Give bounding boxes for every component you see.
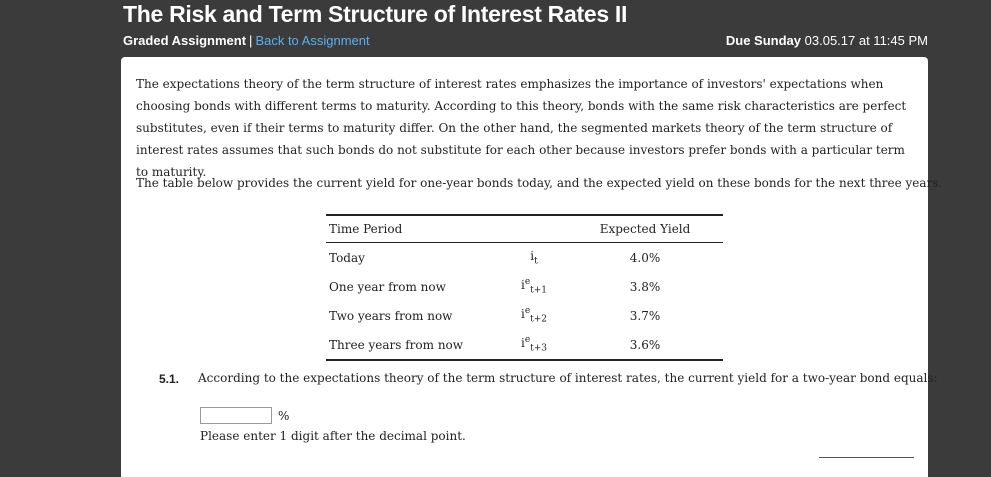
table-row: One year from now iet+1 3.8% (326, 272, 723, 301)
table-intro: The table below provides the current yie… (136, 176, 943, 190)
symbol-cell: iet+2 (520, 306, 548, 325)
yield-cell: 3.8% (629, 279, 661, 294)
back-to-assignment-link[interactable]: Back to Assignment (255, 33, 370, 48)
symbol-cell: iet+3 (501, 330, 567, 361)
yield-cell: 4.0% (629, 250, 661, 265)
yield-cell: 3.7% (629, 308, 661, 323)
table-row: Today it 4.0% (326, 243, 723, 273)
page-title: The Risk and Term Structure of Interest … (123, 1, 628, 27)
period-cell: Today (329, 250, 365, 265)
due-date: Due Sunday 03.05.17 at 11:45 PM (726, 33, 928, 48)
due-label: Due Sunday (725, 33, 802, 48)
header-time-period: Time Period (326, 214, 501, 243)
separator: | (249, 33, 253, 48)
answer-hint: Please enter 1 digit after the decimal p… (200, 429, 466, 443)
symbol-cell: iet+1 (520, 277, 548, 296)
answer-input[interactable] (200, 407, 272, 424)
assignment-panel: The expectations theory of the term stru… (121, 57, 943, 477)
header-symbol (501, 214, 567, 243)
expected-yield-table: Time Period Expected Yield Today it 4.0%… (326, 214, 723, 361)
table-row: Two years from now iet+2 3.7% (326, 301, 723, 330)
table-header-row: Time Period Expected Yield (326, 214, 723, 243)
subheader: Graded Assignment | Back to Assignment (123, 33, 370, 48)
period-cell: Two years from now (329, 308, 453, 323)
percent-unit: % (278, 409, 290, 423)
intro-paragraph: The expectations theory of the term stru… (136, 77, 907, 179)
assignment-type-label: Graded Assignment (123, 33, 247, 48)
question-text: According to the expectations theory of … (198, 371, 938, 385)
due-value: 03.05.17 at 11:45 PM (804, 33, 928, 48)
period-cell: One year from now (329, 279, 446, 294)
symbol-cell: it (530, 249, 538, 267)
question-number: 5.1. (159, 372, 180, 386)
divider (819, 457, 914, 458)
table-row: Three years from now iet+3 3.6% (326, 330, 723, 361)
header-expected-yield: Expected Yield (567, 214, 723, 243)
period-cell: Three years from now (326, 330, 501, 361)
yield-cell: 3.6% (567, 330, 723, 361)
